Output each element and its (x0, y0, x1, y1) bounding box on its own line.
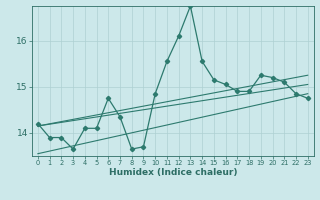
X-axis label: Humidex (Indice chaleur): Humidex (Indice chaleur) (108, 168, 237, 177)
